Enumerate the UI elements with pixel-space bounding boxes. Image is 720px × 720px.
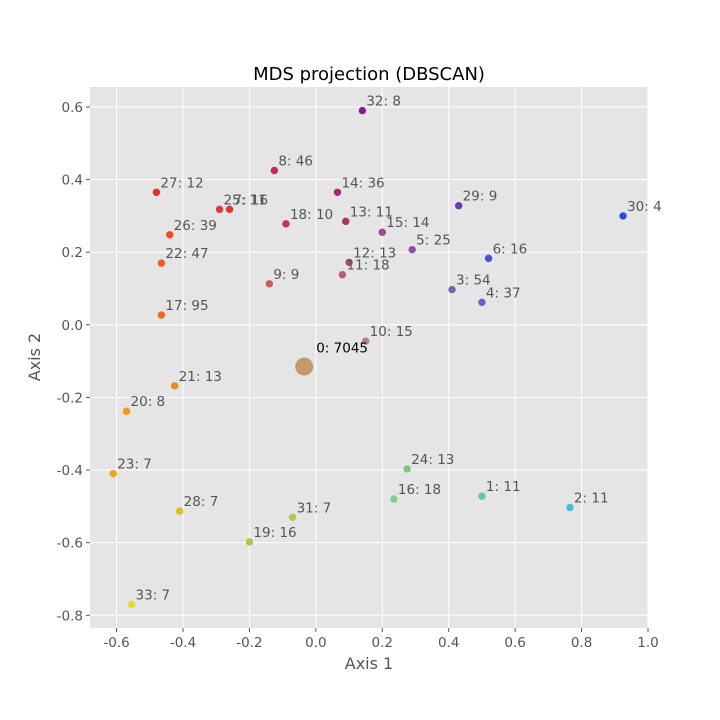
point-label: 10: 15 <box>370 324 413 340</box>
point-label: 9: 9 <box>273 267 299 283</box>
data-point <box>122 407 131 415</box>
data-point <box>478 298 486 307</box>
point-label: 30: 4 <box>627 199 662 215</box>
point-label: 28: 7 <box>184 494 219 510</box>
point-label: 16: 18 <box>398 482 441 498</box>
point-label: 12: 13 <box>353 245 396 261</box>
point-label: 25: 11 <box>224 192 267 208</box>
point-label: 0: 7045 <box>316 341 368 357</box>
point-label: 26: 39 <box>174 218 217 234</box>
data-point <box>408 245 416 254</box>
data-point <box>448 285 456 294</box>
point-label: 11: 18 <box>346 258 389 274</box>
point-label: 8: 46 <box>278 154 313 170</box>
data-point <box>342 217 350 226</box>
data-point <box>109 469 117 478</box>
point-label: 18: 10 <box>290 207 333 223</box>
data-point <box>265 280 274 288</box>
y-tick-label: -0.4 <box>57 463 83 479</box>
y-tick-label: 0.4 <box>62 173 83 189</box>
point-label: 15: 14 <box>386 215 429 231</box>
y-tick-label: 0.0 <box>62 318 83 334</box>
data-point <box>270 166 279 175</box>
data-point <box>390 495 398 503</box>
y-tick-label: -0.2 <box>57 390 83 406</box>
point-label: 23: 7 <box>117 457 152 473</box>
data-point <box>288 513 297 521</box>
y-axis-ticks: -0.8 -0.6 -0.4 -0.2 0.0 0.2 0.4 0.6 <box>57 100 90 624</box>
point-labels: 0: 7045 32: 8 8: 46 14: 36 27: 12 25: 117: 16… <box>117 94 661 604</box>
x-tick-label: 0.8 <box>571 635 592 651</box>
data-point <box>282 220 290 228</box>
data-point <box>338 271 347 279</box>
data-point <box>484 254 493 263</box>
y-tick-label: 0.2 <box>62 245 83 261</box>
data-point <box>215 205 224 214</box>
data-point <box>127 600 136 609</box>
point-label: 22: 47 <box>165 246 208 262</box>
data-point <box>333 188 342 196</box>
point-label: 20: 8 <box>131 394 166 410</box>
x-axis-ticks: -0.6 -0.4 -0.2 0.0 0.2 0.4 0.6 0.8 1.0 <box>103 628 659 651</box>
x-tick-label: -0.6 <box>103 635 129 651</box>
x-axis-label: Axis 1 <box>345 654 393 673</box>
data-point <box>378 228 386 236</box>
data-points <box>109 106 627 609</box>
data-point <box>175 507 184 515</box>
x-tick-label: 0.2 <box>372 635 393 651</box>
data-point <box>157 311 166 319</box>
point-label: 7: 16 <box>234 192 269 208</box>
grid-lines <box>90 87 649 628</box>
data-point <box>295 357 314 376</box>
x-tick-label: 1.0 <box>637 635 658 651</box>
point-label: 5: 25 <box>416 233 451 249</box>
data-point <box>225 205 234 214</box>
x-tick-label: 0.6 <box>504 635 525 651</box>
y-tick-label: -0.6 <box>57 536 83 552</box>
data-point <box>619 212 627 220</box>
point-label: 29: 9 <box>463 189 498 205</box>
x-tick-label: -0.4 <box>170 635 196 651</box>
x-tick-label: -0.2 <box>236 635 262 651</box>
point-label: 4: 37 <box>486 285 521 301</box>
data-point <box>152 188 161 196</box>
point-label: 17: 95 <box>165 298 208 314</box>
point-label: 19: 16 <box>253 525 296 541</box>
point-label: 13: 11 <box>350 204 393 220</box>
y-tick-label: -0.8 <box>57 608 83 624</box>
data-point <box>403 465 411 473</box>
data-point <box>345 258 353 267</box>
data-point <box>566 503 574 512</box>
data-point <box>245 538 254 546</box>
point-label: 27: 12 <box>160 175 203 191</box>
point-label: 3: 54 <box>456 273 491 289</box>
chart-title: MDS projection (DBSCAN) <box>253 64 485 85</box>
data-point <box>454 202 463 210</box>
plot-area <box>90 87 648 628</box>
data-point <box>170 382 179 390</box>
point-label: 31: 7 <box>297 500 332 516</box>
data-point <box>157 259 166 267</box>
point-label: 33: 7 <box>136 587 171 603</box>
data-point <box>361 337 370 345</box>
data-point <box>166 231 174 239</box>
x-tick-label: 0.4 <box>438 635 459 651</box>
data-point <box>358 106 367 115</box>
point-label: 1: 11 <box>486 479 521 495</box>
point-label: 6: 16 <box>493 241 528 257</box>
y-tick-label: 0.6 <box>62 100 83 116</box>
data-point <box>478 492 486 500</box>
point-label: 2: 11 <box>574 490 609 506</box>
point-label: 14: 36 <box>341 175 384 191</box>
point-label: 21: 13 <box>179 369 222 385</box>
y-axis-label: Axis 2 <box>25 333 44 381</box>
point-label: 24: 13 <box>411 452 454 468</box>
point-label: 32: 8 <box>366 94 401 110</box>
x-tick-label: 0.0 <box>305 635 326 651</box>
